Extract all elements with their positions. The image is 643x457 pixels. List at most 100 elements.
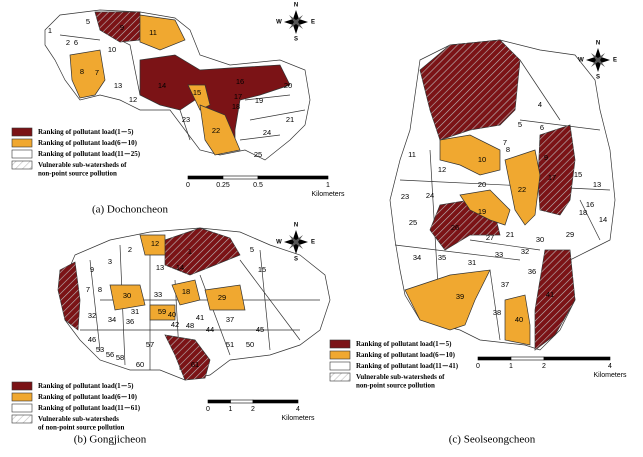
scale-label: 0: [186, 182, 190, 189]
watershed-label: 9: [90, 265, 94, 274]
watershed-label: 51: [226, 340, 234, 349]
watershed-label: 13: [114, 81, 122, 90]
watershed-label: 24: [263, 128, 271, 137]
compass-letter: N: [294, 223, 298, 229]
watershed-label: 15: [258, 265, 266, 274]
watershed-label: 46: [88, 335, 96, 344]
legend-label: Ranking of pollutant load(11－25): [38, 150, 141, 158]
scale-label: 0: [206, 406, 210, 413]
scale-bar: [257, 175, 329, 180]
watershed-label: 37: [501, 280, 509, 289]
compass-rose: [289, 235, 303, 249]
compass-letter: W: [276, 240, 282, 246]
watershed-label: 19: [478, 207, 486, 216]
scale-bar: [510, 356, 545, 361]
watershed-label: 29: [566, 230, 574, 239]
compass-letter: N: [596, 41, 600, 47]
watershed-label: 6: [540, 123, 544, 132]
watershed-label: 11: [408, 150, 416, 159]
watershed-label: 16: [236, 77, 244, 86]
scale-bar: [252, 399, 299, 404]
watershed-label: 1: [188, 247, 192, 256]
watershed-label: 58: [116, 353, 124, 362]
scale-bar: [207, 399, 231, 404]
watershed-label: 9: [120, 23, 124, 32]
watershed-label: 37: [226, 315, 234, 324]
watershed-label: 59: [158, 307, 166, 316]
legend-label: non-point source pollution: [356, 382, 435, 390]
watershed-label: 15: [574, 170, 582, 179]
watershed-label: 48: [186, 321, 194, 330]
watershed-label: 23: [182, 115, 190, 124]
watershed-label: 4: [538, 100, 542, 109]
scale-unit: Kilometers: [281, 415, 315, 422]
map-b: [57, 227, 331, 381]
compass-letter: S: [596, 75, 600, 81]
caption: (c) Seolseongcheon: [449, 434, 536, 446]
watershed-label: 10: [478, 155, 486, 164]
watershed-label: 40: [515, 315, 523, 324]
legend-label: Ranking of pollutant load(6－10): [356, 351, 456, 359]
scale-label: 1: [229, 406, 233, 413]
scale-bar: [230, 399, 254, 404]
watershed-label: 18: [182, 287, 190, 296]
watershed-label: 24: [426, 191, 434, 200]
compass-rose: [591, 53, 605, 67]
scale-bar: [187, 175, 224, 180]
watershed-label: 42: [171, 320, 179, 329]
legend-label: Vulnerable sub-watersheds: [38, 415, 119, 423]
scale-label: 0.25: [216, 182, 230, 189]
watershed-label: 56: [106, 350, 114, 359]
watershed-label: 13: [593, 180, 601, 189]
watershed-label: 5: [86, 17, 90, 26]
scale-unit: Kilometers: [593, 372, 627, 379]
legend-swatch: [11, 414, 33, 424]
watershed-label: 33: [154, 290, 162, 299]
compass-letter: E: [311, 240, 315, 246]
watershed-label: 14: [176, 263, 184, 272]
watershed-label: 12: [151, 239, 159, 248]
watershed-label: 41: [196, 313, 204, 322]
caption: (a) Dochoncheon: [92, 204, 169, 216]
legend-label: Ranking of pollutant load(11－61): [38, 404, 141, 412]
watershed-label: 5: [250, 245, 254, 254]
watershed-label: 7: [95, 68, 99, 77]
watershed-label: 7: [86, 285, 90, 294]
compass-letter: W: [578, 58, 584, 64]
watershed-label: 12: [129, 95, 137, 104]
watershed-label: 5: [518, 120, 522, 129]
compass-letter: W: [276, 20, 282, 26]
legend-label: Ranking of pollutant load(1－5): [38, 382, 134, 390]
legend-swatch: [329, 350, 351, 360]
compass-letter: S: [294, 257, 298, 263]
watershed-label: 16: [586, 200, 594, 209]
watershed-label: 53: [96, 345, 104, 354]
legend-label: non-point source pollution: [38, 170, 117, 178]
scale-label: 1: [326, 182, 330, 189]
watershed-label: 10: [108, 45, 116, 54]
watershed-label: 20: [284, 81, 292, 90]
watershed-label: 21: [506, 230, 514, 239]
watershed-label: 8: [506, 145, 510, 154]
watershed-label: 61: [191, 360, 199, 369]
legend-label: Ranking of pollutant load(1－5): [38, 128, 134, 136]
compass-letter: E: [311, 20, 315, 26]
legend-label: Ranking of pollutant load(1－5): [356, 340, 452, 348]
scale-bar: [477, 356, 512, 361]
legend-swatch: [11, 138, 33, 148]
watershed-label: 3: [108, 257, 112, 266]
scale-label: 0.5: [253, 182, 263, 189]
watershed-label: 39: [456, 292, 464, 301]
watershed-label: 33: [495, 250, 503, 259]
legend-label: Vulnerable sub-watersheds of: [38, 161, 127, 169]
watershed-label: 31: [468, 258, 476, 267]
watershed-label: 40: [168, 310, 176, 319]
watershed-label: 57: [146, 340, 154, 349]
legend-label: Vulnerable sub-watersheds of: [356, 373, 445, 381]
watershed-label: 7: [503, 138, 507, 147]
watershed-label: 32: [521, 247, 529, 256]
watershed-label: 21: [286, 115, 294, 124]
watershed-label: 34: [108, 315, 116, 324]
watershed-label: 19: [255, 96, 263, 105]
compass-rose: [289, 15, 303, 29]
